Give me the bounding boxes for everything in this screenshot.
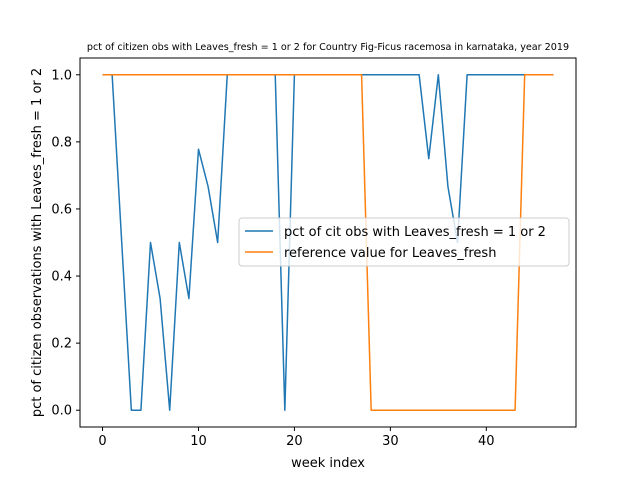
x-axis-label: week index: [291, 456, 365, 471]
plot-area-frame: [79, 57, 577, 428]
y-tick-label: 0.8: [51, 135, 72, 150]
y-tick-label: 0.4: [51, 270, 72, 285]
series-layer: [102, 74, 554, 411]
x-tick-label: 40: [478, 434, 495, 449]
legend-label-reference-value: reference value for Leaves_fresh: [284, 246, 496, 261]
y-tick-label: 1.0: [51, 68, 72, 83]
legend: pct of cit obs with Leaves_fresh = 1 or …: [238, 217, 570, 267]
y-axis-label: pct of citizen observations with Leaves_…: [30, 68, 45, 417]
x-tick-label: 10: [190, 434, 207, 449]
legend-box: [238, 217, 570, 267]
y-tick-label: 0.6: [51, 202, 72, 217]
x-tick-label: 0: [98, 434, 106, 449]
x-tick-label: 30: [382, 434, 399, 449]
x-axis: 0 10 20 30 40: [98, 427, 495, 449]
y-axis: 0.0 0.2 0.4 0.6 0.8 1.0: [51, 68, 80, 419]
y-tick-label: 0.2: [51, 337, 72, 352]
x-tick-label: 20: [286, 434, 303, 449]
series-line-1: [102, 74, 554, 411]
chart-title: pct of citizen obs with Leaves_fresh = 1…: [87, 42, 569, 53]
legend-label-pct-cit-obs: pct of cit obs with Leaves_fresh = 1 or …: [284, 225, 546, 240]
y-tick-label: 0.0: [51, 404, 72, 419]
